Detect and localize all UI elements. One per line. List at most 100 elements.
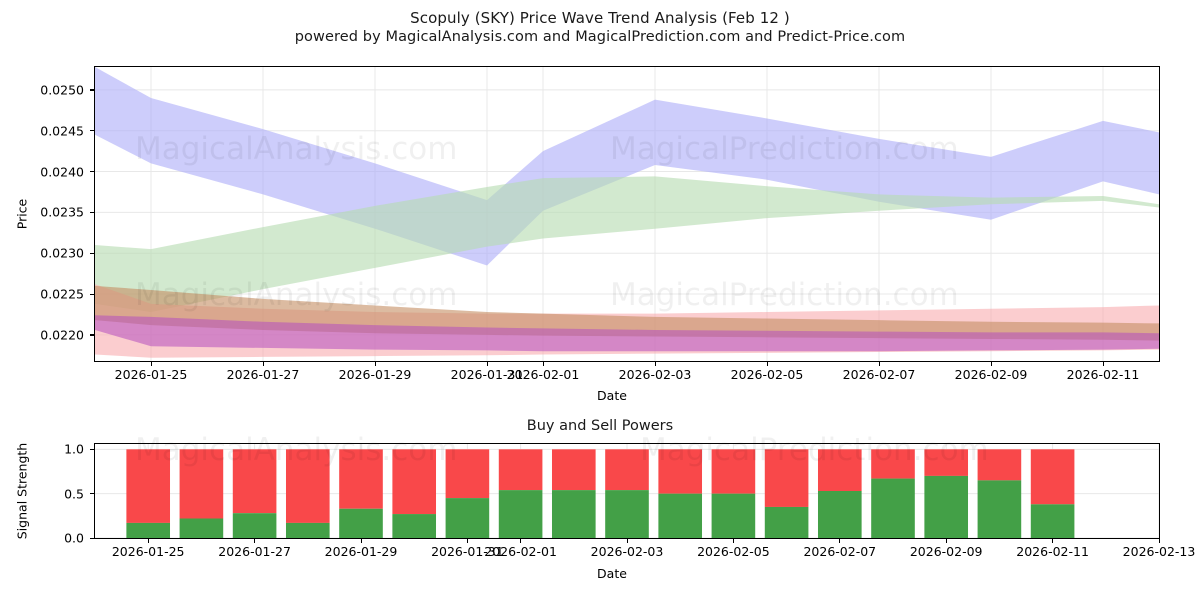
bar-stack[interactable] [339, 449, 383, 538]
bar-buy-segment[interactable] [605, 490, 649, 538]
ytick-mark-2 [90, 252, 94, 254]
xtick-date-top-3: 2026-01-31 [450, 367, 524, 382]
bar-stack[interactable] [605, 449, 649, 538]
bar-buy-segment[interactable] [498, 490, 543, 538]
xtick-date-top-2: 2026-01-29 [338, 367, 412, 382]
bar-stack[interactable] [179, 449, 224, 538]
bar-stack[interactable] [977, 449, 1022, 538]
price-axis-title: Price [14, 198, 30, 230]
xtick-date-bottom-2: 2026-01-29 [324, 544, 398, 559]
bar-sell-segment[interactable] [232, 449, 277, 514]
bar-buy-segment[interactable] [871, 478, 915, 538]
xtick-date-bottom-1: 2026-01-27 [218, 544, 291, 559]
signal-axis-title: Signal Strength [14, 442, 30, 540]
bar-sell-segment[interactable] [924, 449, 969, 476]
xtick-date-bottom-8: 2026-02-09 [909, 544, 983, 559]
xtick-date-bottom-4: 2026-02-01 [484, 544, 557, 559]
bar-sell-segment[interactable] [445, 449, 490, 499]
xtick-date-top-1: 2026-01-27 [226, 367, 300, 382]
xtick-mark-top-7 [878, 362, 880, 366]
bar-stack[interactable] [232, 449, 277, 538]
bar-buy-segment[interactable] [551, 490, 596, 538]
xtick-mark-b-3 [466, 539, 469, 543]
bar-stack[interactable] [764, 449, 809, 538]
bar-stack[interactable] [1030, 449, 1075, 538]
xtick-date-bottom-6: 2026-02-05 [697, 544, 770, 559]
bar-sell-segment[interactable] [977, 449, 1022, 481]
xtick-date-top-4: 2026-02-01 [506, 367, 580, 382]
xtick-date-top-5: 2026-02-03 [618, 367, 692, 382]
bar-stack[interactable] [498, 449, 543, 538]
bar-sell-segment[interactable] [605, 449, 649, 491]
ytick-mark-5 [90, 130, 94, 132]
ytick-price-0: 0.0220 [40, 327, 84, 343]
bar-stack[interactable] [817, 449, 862, 538]
ytick-mark-6 [90, 89, 94, 91]
date-axis-title-top: Date [597, 388, 627, 403]
bar-sell-segment[interactable] [1030, 449, 1075, 505]
xtick-mark-top-2 [374, 362, 376, 366]
bar-sell-segment[interactable] [392, 449, 437, 515]
bar-stack[interactable] [551, 449, 596, 538]
price-wave-plot[interactable] [94, 66, 1160, 362]
xtick-date-bottom-7: 2026-02-07 [803, 544, 877, 559]
bar-buy-segment[interactable] [179, 518, 224, 538]
bar-stack[interactable] [871, 449, 915, 538]
bar-buy-segment[interactable] [392, 514, 437, 538]
xtick-mark-b-5 [626, 539, 628, 543]
bar-sell-segment[interactable] [658, 449, 703, 494]
bar-buy-segment[interactable] [711, 493, 756, 538]
xtick-date-top-0: 2026-01-25 [114, 367, 188, 382]
xtick-mark-b-6 [732, 539, 735, 543]
bar-buy-segment[interactable] [285, 522, 330, 538]
bar-buy-segment[interactable] [445, 498, 490, 538]
bar-stack[interactable] [711, 449, 756, 538]
page-title: Scopuly (SKY) Price Wave Trend Analysis … [410, 9, 790, 27]
xtick-mark-top-4 [542, 362, 544, 366]
bar-sell-segment[interactable] [285, 449, 330, 523]
bar-buy-segment[interactable] [924, 475, 969, 538]
ytick-signal-2: 1.0 [64, 441, 84, 457]
ytick-mark-b-0 [90, 537, 94, 539]
buy-sell-plot[interactable] [94, 443, 1160, 539]
bar-sell-segment[interactable] [764, 449, 809, 507]
xtick-mark-top-3 [486, 362, 488, 366]
bar-stack[interactable] [658, 449, 703, 538]
bar-sell-segment[interactable] [711, 449, 756, 494]
ytick-price-3: 0.0235 [40, 204, 84, 220]
bar-buy-segment[interactable] [126, 522, 171, 538]
bar-stack[interactable] [126, 449, 171, 538]
xtick-date-bottom-10: 2026-02-13 [1122, 544, 1196, 559]
xtick-date-bottom-0: 2026-01-25 [111, 544, 185, 559]
xtick-mark-b-8 [945, 539, 947, 543]
bar-buy-segment[interactable] [339, 508, 383, 538]
bar-sell-segment[interactable] [498, 449, 543, 491]
bar-sell-segment[interactable] [126, 449, 171, 523]
bar-sell-segment[interactable] [871, 449, 915, 479]
ytick-price-6: 0.0250 [40, 82, 84, 98]
bar-stack[interactable] [392, 449, 437, 538]
bar-buy-segment[interactable] [764, 506, 809, 538]
ytick-mark-3 [90, 211, 94, 214]
bar-buy-segment[interactable] [977, 480, 1022, 538]
ytick-price-2: 0.0230 [40, 245, 84, 261]
chart-title-block: Scopuly (SKY) Price Wave Trend Analysis … [0, 8, 1200, 47]
bar-buy-segment[interactable] [817, 491, 862, 538]
xtick-date-top-8: 2026-02-09 [954, 367, 1028, 382]
bar-sell-segment[interactable] [339, 449, 383, 509]
date-axis-title-bottom: Date [597, 566, 627, 581]
bar-sell-segment[interactable] [179, 449, 224, 519]
xtick-mark-top-1 [262, 362, 264, 366]
bar-sell-segment[interactable] [551, 449, 596, 491]
ytick-signal-0: 0.0 [64, 530, 84, 546]
bar-buy-segment[interactable] [658, 493, 703, 538]
bar-buy-segment[interactable] [232, 513, 277, 538]
bar-stack[interactable] [924, 449, 969, 538]
bar-stack[interactable] [445, 449, 490, 538]
bar-buy-segment[interactable] [1030, 504, 1075, 538]
xtick-mark-b-9 [1052, 539, 1054, 543]
band-purple_band [95, 315, 1159, 352]
bar-stack[interactable] [285, 449, 330, 538]
bar-sell-segment[interactable] [817, 449, 862, 491]
